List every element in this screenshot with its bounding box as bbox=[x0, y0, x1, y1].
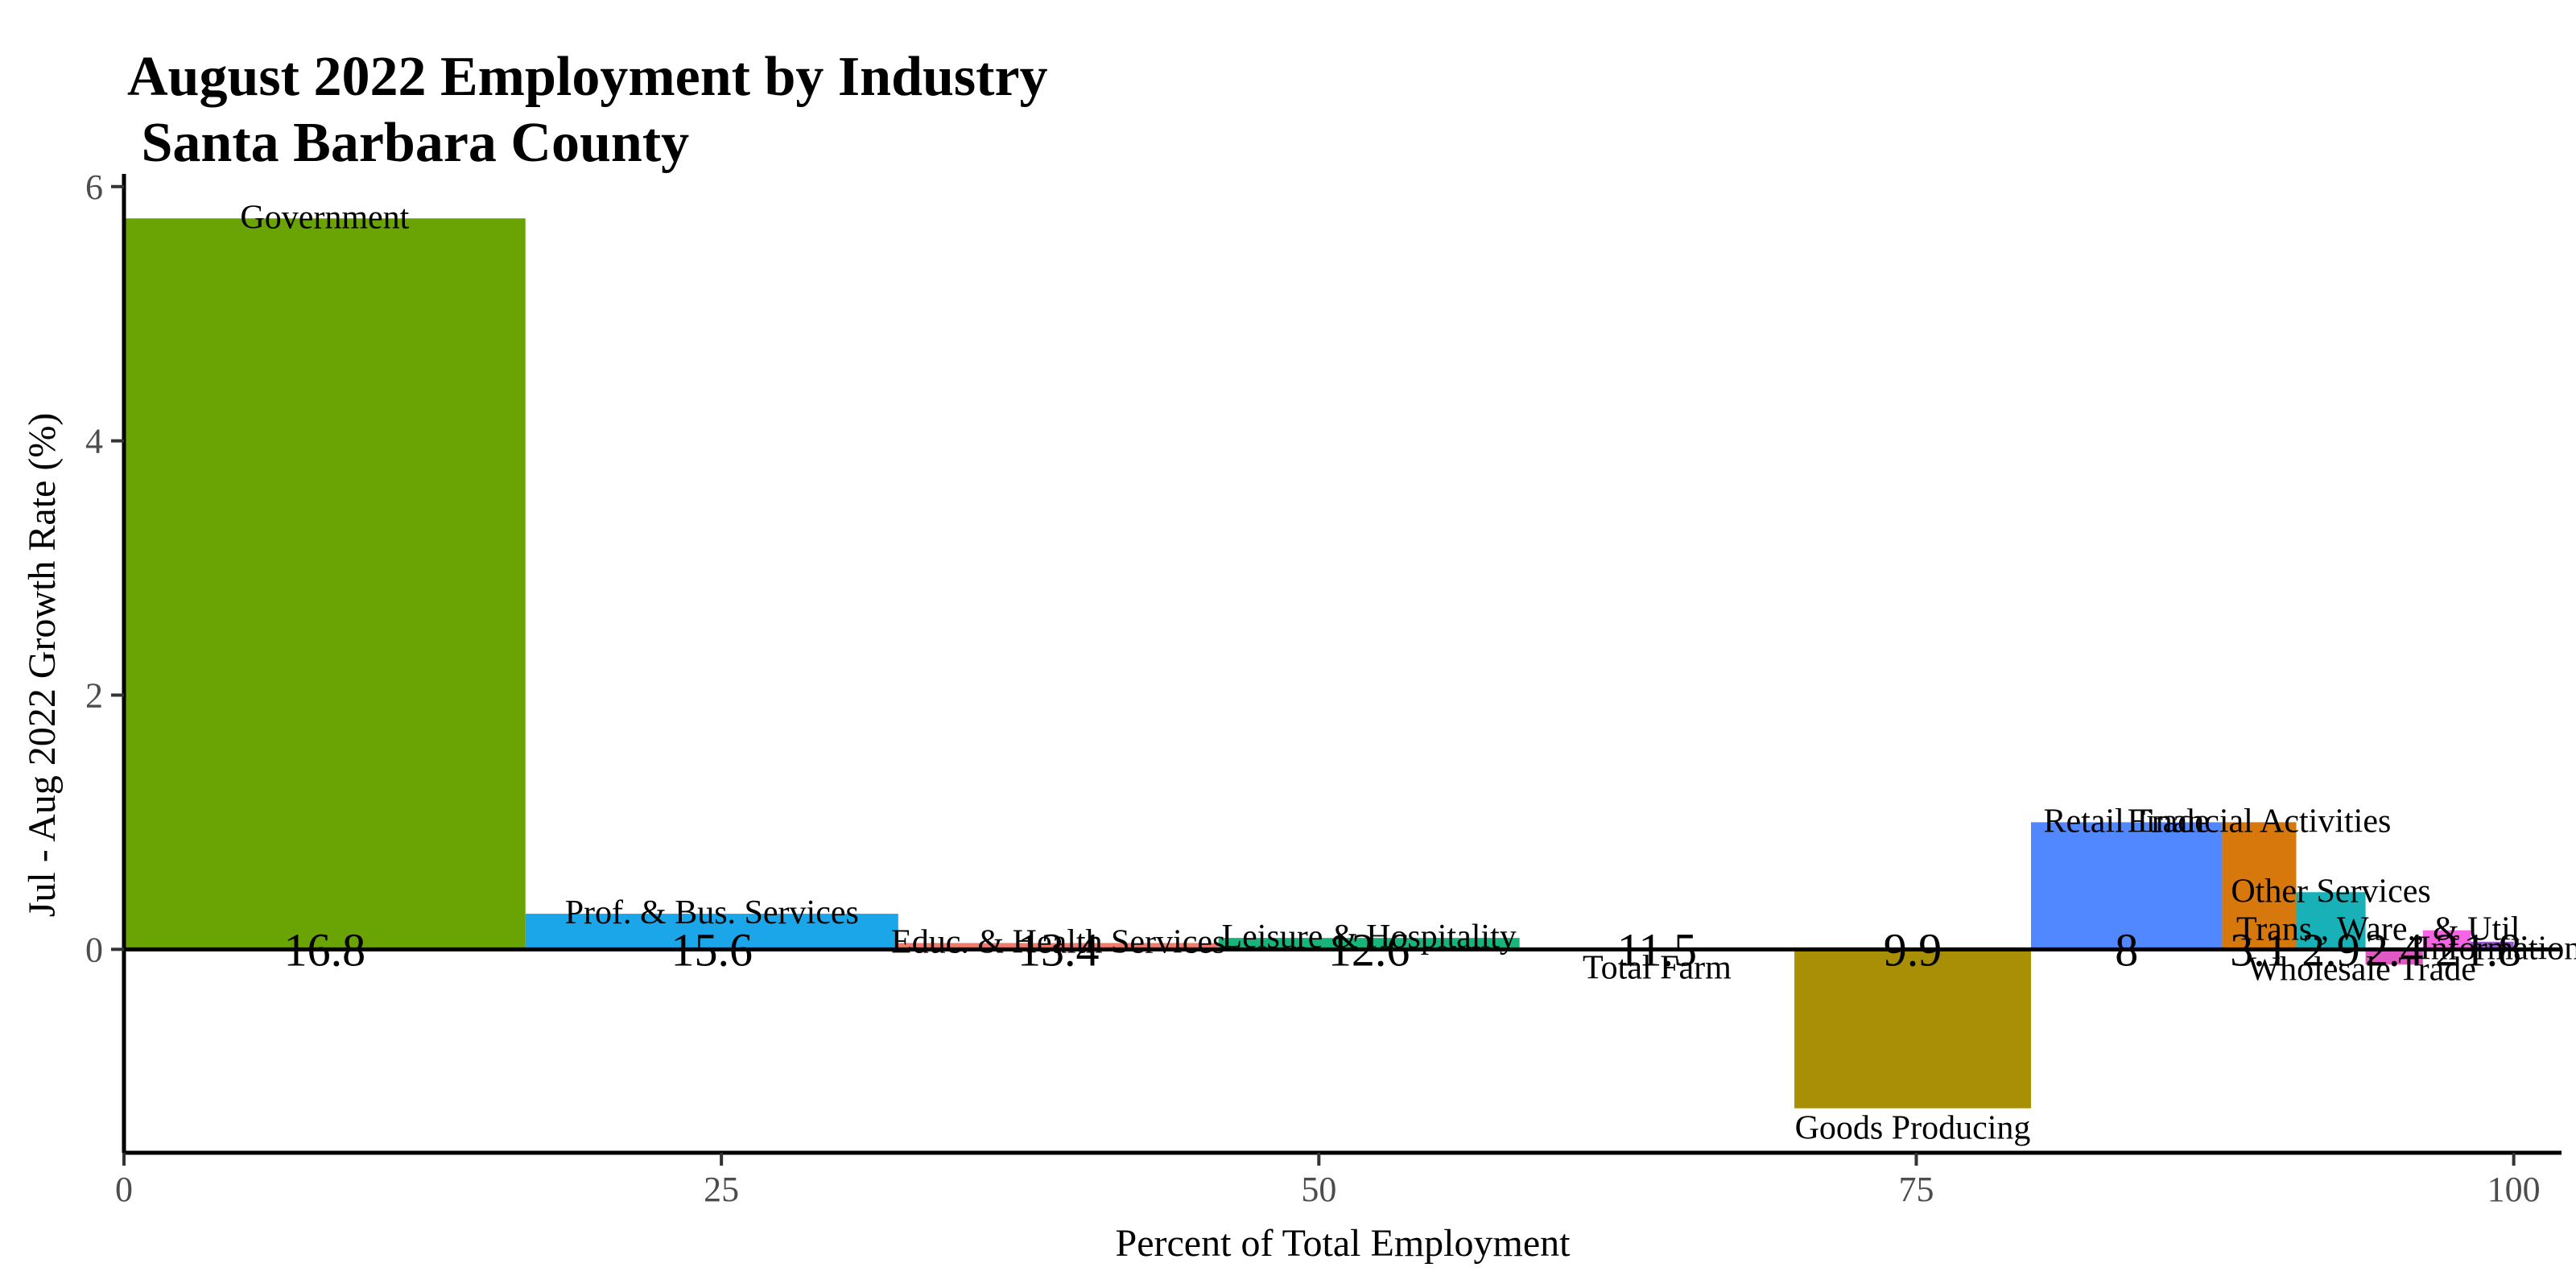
share-label-government: 16.8 bbox=[284, 923, 366, 976]
x-tick-label: 25 bbox=[704, 1170, 739, 1209]
share-label-retail-trade: 8 bbox=[2115, 923, 2138, 976]
x-axis-title: Percent of Total Employment bbox=[1116, 1222, 1571, 1265]
y-axis-title: Jul - Aug 2022 Growth Rate (%) bbox=[21, 413, 64, 918]
y-tick-label: 6 bbox=[85, 167, 103, 207]
bar-label-retail-trade: Retail Trade bbox=[2043, 803, 2210, 840]
bar-retail-trade bbox=[2030, 822, 2223, 950]
bar-educ-health-services bbox=[898, 943, 1219, 950]
bar-label-financial-activities: Financial Activities bbox=[2128, 803, 2392, 840]
bar-information bbox=[2471, 941, 2514, 950]
bar-label-educ-health-services: Educ. & Health Services bbox=[891, 923, 1225, 960]
share-label-leisure-hospitality: 12.6 bbox=[1328, 923, 1410, 976]
share-label-goods-producing: 9.9 bbox=[1884, 923, 1942, 976]
y-tick-label: 4 bbox=[85, 422, 103, 461]
bar-label-prof-bus-services: Prof. & Bus. Services bbox=[565, 894, 859, 931]
share-label-other-services: 2.9 bbox=[2301, 923, 2360, 976]
bar-wholesale-trade bbox=[2365, 949, 2423, 965]
bar-label-wholesale-trade: Wholesale Trade bbox=[2248, 951, 2475, 988]
bar-trans-ware-util bbox=[2422, 930, 2471, 950]
chart-title-line-2: Santa Barbara County bbox=[127, 112, 689, 174]
bar-prof-bus-services bbox=[525, 914, 898, 950]
chart-title-line-1: August 2022 Employment by Industry bbox=[127, 46, 1048, 108]
bar-label-trans-ware-util: Trans., Ware., & Util. bbox=[2236, 910, 2529, 947]
bar-government bbox=[124, 218, 526, 950]
y-tick-label: 2 bbox=[85, 675, 103, 715]
y-tick-label: 0 bbox=[85, 930, 103, 969]
bar-goods-producing bbox=[1794, 949, 2031, 1108]
bar-label-total-farm: Total Farm bbox=[1583, 949, 1732, 986]
share-label-trans-ware-util: 2 bbox=[2435, 923, 2458, 976]
x-tick-label: 75 bbox=[1898, 1170, 1934, 1209]
share-label-information: 1.8 bbox=[2463, 923, 2522, 976]
bar-other-services bbox=[2296, 892, 2366, 950]
bar-label-other-services: Other Services bbox=[2231, 873, 2430, 910]
share-label-educ-health-services: 13.4 bbox=[1018, 923, 1100, 976]
bar-label-leisure-hospitality: Leisure & Hospitality bbox=[1222, 919, 1517, 956]
x-tick-label: 100 bbox=[2487, 1170, 2541, 1209]
bar-label-goods-producing: Goods Producing bbox=[1795, 1110, 2031, 1147]
axes-layer: 0 25 50 75 100 0 2 4 6 bbox=[85, 167, 2562, 1209]
x-tick-label: 50 bbox=[1301, 1170, 1336, 1209]
bar-label-government: Government bbox=[240, 199, 409, 236]
x-tick-label: 0 bbox=[115, 1170, 133, 1209]
bar-leisure-hospitality bbox=[1218, 938, 1520, 950]
bar-financial-activities bbox=[2222, 822, 2297, 950]
share-label-prof-bus-services: 15.6 bbox=[671, 923, 753, 976]
share-label-financial-activities: 3.1 bbox=[2230, 923, 2289, 976]
bars-layer bbox=[124, 218, 2514, 1108]
bar-label-information: Information bbox=[2420, 930, 2576, 967]
share-label-wholesale-trade: 2.4 bbox=[2365, 923, 2424, 976]
share-label-total-farm: 11.5 bbox=[1617, 923, 1697, 976]
